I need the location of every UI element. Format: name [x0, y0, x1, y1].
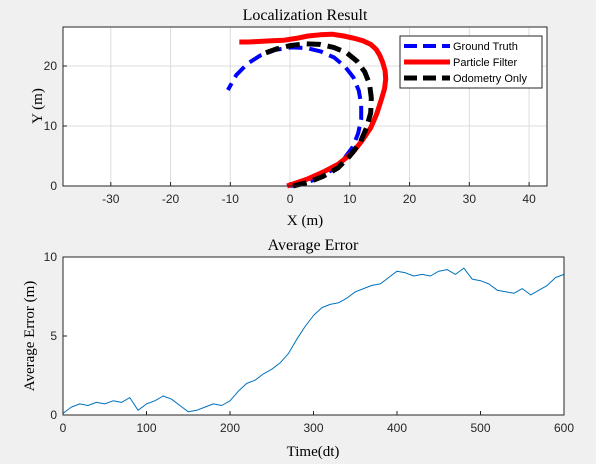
localization-ticks: -30 -20 -10 0 10 20 30 40 0 10 20	[44, 59, 536, 206]
error-ticks: 0 100 200 300 400 500 600 0 5 10	[44, 250, 575, 435]
legend-label-ground-truth: Ground Truth	[453, 41, 518, 53]
x-tick-label: 400	[387, 421, 407, 435]
error-x-axis-label: Time(dt)	[287, 444, 340, 460]
x-tick-label: 20	[403, 192, 417, 206]
x-tick-label: 200	[220, 421, 240, 435]
y-tick-label: 5	[50, 329, 57, 343]
x-tick-label: 40	[522, 192, 536, 206]
x-tick-label: -10	[222, 192, 240, 206]
localization-chart: -30 -20 -10 0 10 20 30 40 0 10 20 Localization Res…	[30, 7, 548, 229]
localization-y-axis-label: Y (m)	[30, 88, 46, 124]
x-tick-label: 0	[287, 192, 294, 206]
legend-label-odometry-only: Odometry Only	[453, 73, 527, 85]
y-tick-label: 0	[50, 408, 57, 422]
y-tick-label: 20	[44, 59, 58, 73]
x-tick-label: 30	[463, 192, 477, 206]
average-error-chart: 0 100 200 300 400 500 600 0 5 10 Average Error Ti…	[22, 237, 574, 460]
localization-legend: Ground Truth Particle Filter Odometry On…	[399, 35, 543, 89]
x-tick-label: -30	[102, 192, 120, 206]
series-line-odometry-only	[261, 41, 374, 189]
y-tick-label: 0	[50, 179, 57, 193]
localization-series	[226, 31, 389, 189]
error-plot-background	[62, 256, 565, 416]
error-title: Average Error	[268, 237, 359, 254]
legend-label-particle-filter: Particle Filter	[453, 57, 518, 69]
x-tick-label: 300	[303, 421, 323, 435]
x-tick-label: 10	[343, 192, 357, 206]
y-tick-label: 10	[44, 250, 58, 264]
error-y-axis-label: Average Error (m)	[22, 281, 38, 392]
x-tick-label: 0	[60, 421, 67, 435]
error-series	[62, 267, 565, 414]
x-tick-label: 100	[136, 421, 156, 435]
y-tick-label: 10	[44, 119, 58, 133]
localization-x-axis-label: X (m)	[287, 213, 323, 229]
error-plot-frame	[62, 256, 565, 416]
localization-title: Localization Result	[243, 7, 368, 24]
x-tick-label: -20	[162, 192, 180, 206]
localization-plot-frame	[62, 26, 548, 187]
x-tick-label: 500	[470, 421, 490, 435]
x-tick-label: 600	[554, 421, 574, 435]
series-line-series-0	[62, 267, 565, 414]
